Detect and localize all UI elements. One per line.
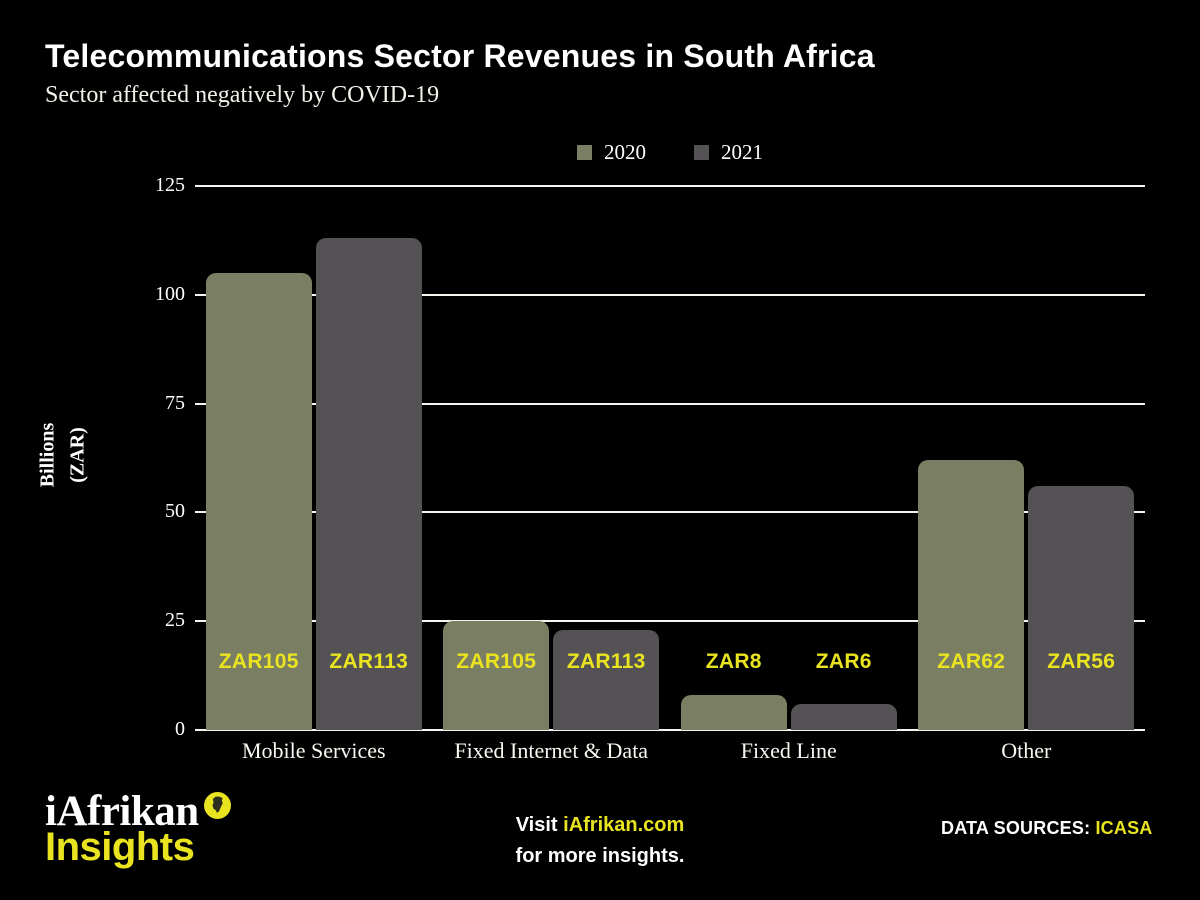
bar-2020-2: ZAR8: [680, 650, 787, 730]
legend-label: 2021: [721, 140, 763, 164]
legend-swatch-icon: [577, 145, 592, 160]
bar-value-label: ZAR113: [329, 650, 409, 673]
x-category-label-2: Fixed Line: [740, 738, 837, 763]
bar-group-1: ZAR105 ZAR113: [433, 186, 671, 730]
logo-wordmark: iAfrikan: [45, 788, 231, 835]
visit-line1: Visit iAfrikan.com: [516, 810, 685, 841]
bar-2020-0: ZAR105: [205, 273, 312, 730]
bar-group-0: ZAR105 ZAR113: [195, 186, 433, 730]
gridline-100: [195, 293, 1145, 296]
y-axis-label-line: Billions: [36, 422, 59, 488]
africa-fist-icon: [203, 782, 231, 819]
logo-insights: Insights: [45, 825, 195, 870]
gridline-25: [195, 620, 1145, 623]
bar-value-label: ZAR6: [815, 650, 872, 673]
y-axis-label: Billions (ZAR): [33, 373, 97, 538]
y-tick-50: 50: [165, 500, 185, 523]
chart-legend: 2020 2021: [195, 140, 1145, 165]
bars-row: ZAR105 ZAR113 ZAR105 ZAR113 ZAR8 ZAR6 ZAR62 ZAR…: [195, 186, 1145, 730]
bar-value-label: ZAR56: [1047, 650, 1116, 673]
bar-group-3: ZAR62 ZAR56: [908, 186, 1146, 730]
header: Telecommunications Sector Revenues in So…: [45, 38, 875, 109]
y-tick-100: 100: [155, 282, 185, 305]
bar-value-label: ZAR105: [456, 650, 537, 673]
visit-prefix: Visit: [515, 814, 564, 836]
x-category-label-0: Mobile Services: [241, 738, 386, 763]
y-tick-75: 75: [165, 391, 185, 414]
visit-link: iAfrikan.com: [563, 814, 685, 836]
bar-value-label: ZAR62: [937, 650, 1006, 673]
bar-value-label: ZAR105: [218, 650, 299, 673]
y-tick-0: 0: [175, 718, 185, 741]
sources-value: ICASA: [1095, 818, 1153, 838]
y-tick-25: 25: [165, 609, 185, 632]
gridline-50: [195, 511, 1145, 514]
bar-2020-3: ZAR62: [918, 460, 1025, 730]
page-subtitle: Sector affected negatively by COVID-19: [45, 82, 440, 108]
footer-visit-text: Visit iAfrikan.com for more insights.: [516, 810, 685, 872]
legend-item-2021: 2021: [694, 140, 763, 165]
footer-logo: iAfrikan Insights: [45, 788, 231, 870]
footer-data-sources: DATA SOURCES: ICASA: [941, 818, 1152, 839]
gridline-0: [195, 729, 1145, 731]
page-title: Telecommunications Sector Revenues in So…: [45, 38, 875, 74]
plot-area: ZAR105 ZAR113 ZAR105 ZAR113 ZAR8 ZAR6 ZAR62 ZAR…: [155, 174, 1145, 740]
bar-2021-1: ZAR113: [553, 629, 660, 730]
visit-line2: for more insights.: [515, 845, 685, 867]
bar-group-2: ZAR8 ZAR6: [670, 186, 908, 730]
bar-value-label: ZAR113: [566, 650, 646, 673]
sources-label: DATA SOURCES:: [941, 818, 1096, 838]
y-axis-label-line: (ZAR): [66, 427, 89, 483]
bar-2020-1: ZAR105: [443, 621, 550, 730]
gridline-125: [195, 185, 1145, 187]
x-category-label-1: Fixed Internet & Data: [454, 738, 649, 763]
y-tick-125: 125: [155, 174, 185, 197]
bar-2021-3: ZAR56: [1028, 486, 1135, 730]
bar-value-label: ZAR8: [705, 650, 762, 673]
legend-label: 2020: [604, 140, 646, 164]
logo-line1: iAfrikan: [45, 788, 199, 835]
x-category-label-3: Other: [1001, 738, 1052, 763]
legend-item-2020: 2020: [577, 140, 646, 165]
gridline-75: [195, 402, 1145, 405]
bar-2021-0: ZAR113: [315, 238, 422, 730]
legend-swatch-icon: [694, 145, 709, 160]
x-axis: Mobile Services Fixed Internet & Data Fixe…: [195, 738, 1145, 764]
bar-2021-2: ZAR6: [790, 650, 897, 730]
